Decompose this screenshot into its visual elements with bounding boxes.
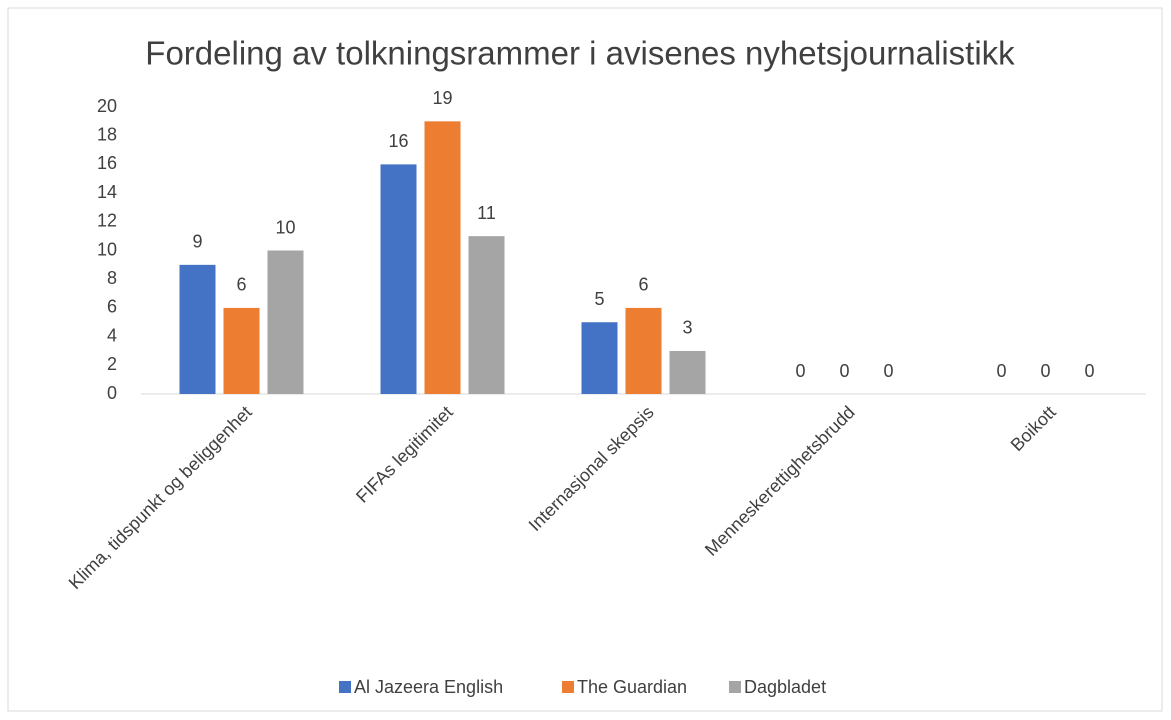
y-tick-label: 16 (97, 153, 117, 173)
y-tick-label: 8 (107, 268, 117, 288)
legend-label: Dagbladet (744, 677, 826, 697)
y-tick-label: 6 (107, 297, 117, 317)
bar (468, 236, 505, 394)
legend-label: Al Jazeera English (354, 677, 503, 697)
chart-title: Fordeling av tolkningsrammer i avisenes … (145, 35, 1015, 72)
bar (424, 121, 461, 394)
data-label: 0 (883, 361, 893, 381)
legend-swatch (562, 681, 574, 693)
bar (380, 164, 417, 394)
data-label: 6 (638, 275, 648, 295)
data-label: 0 (1040, 361, 1050, 381)
data-label: 16 (388, 131, 408, 151)
y-tick-label: 14 (97, 182, 117, 202)
data-label: 10 (275, 217, 295, 237)
bar (625, 307, 662, 394)
y-tick-label: 10 (97, 239, 117, 259)
bar (669, 350, 706, 394)
bar (581, 322, 618, 394)
data-label: 0 (996, 361, 1006, 381)
legend-swatch (339, 681, 351, 693)
data-label: 9 (192, 232, 202, 252)
data-label: 0 (1084, 361, 1094, 381)
y-tick-label: 4 (107, 325, 117, 345)
legend-swatch (729, 681, 741, 693)
bar (223, 307, 260, 394)
data-label: 19 (432, 88, 452, 108)
data-label: 6 (236, 275, 246, 295)
bar (179, 264, 216, 394)
data-label: 5 (594, 289, 604, 309)
y-tick-label: 0 (107, 383, 117, 403)
y-tick-label: 20 (97, 96, 117, 116)
data-label: 0 (795, 361, 805, 381)
bar (267, 250, 304, 394)
y-tick-label: 12 (97, 211, 117, 231)
y-tick-label: 18 (97, 124, 117, 144)
data-label: 0 (839, 361, 849, 381)
y-tick-label: 2 (107, 354, 117, 374)
legend-label: The Guardian (577, 677, 687, 697)
data-label: 11 (477, 203, 496, 223)
data-label: 3 (682, 318, 692, 338)
